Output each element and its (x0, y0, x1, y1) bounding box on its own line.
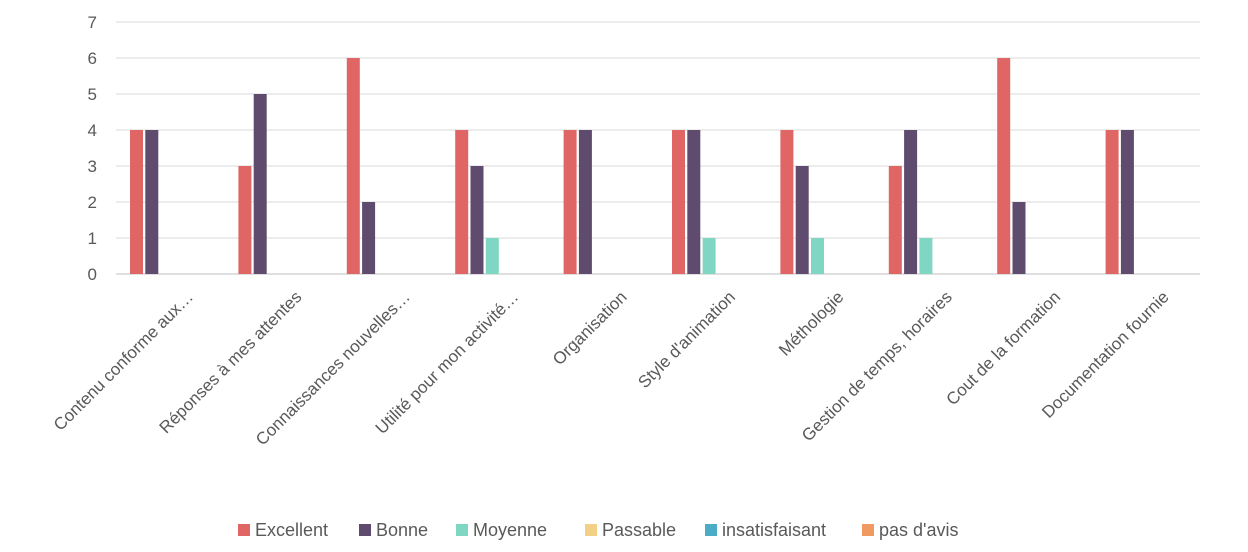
legend-swatch (359, 524, 371, 536)
bar-moyenne (811, 238, 824, 274)
y-tick-label: 0 (88, 265, 97, 284)
bar-bonne (1120, 130, 1134, 274)
bar-excellent (1105, 130, 1119, 274)
bar-excellent (563, 130, 577, 274)
bar-excellent (346, 58, 360, 274)
bar-excellent (238, 166, 252, 274)
legend-swatch (456, 524, 468, 536)
bar-moyenne (485, 238, 499, 274)
legend-label: Bonne (376, 520, 428, 540)
x-axis-ticks: Contenu conforme aux…Réponses à mes atte… (50, 287, 1173, 449)
y-tick-label: 6 (88, 49, 97, 68)
y-tick-label: 7 (88, 13, 97, 32)
bar-bonne (470, 166, 484, 274)
x-tick-label: Organisation (549, 287, 631, 369)
bar-excellent (455, 130, 469, 274)
legend: Excellent Bonne Moyenne Passable insatisfais… (238, 520, 958, 540)
bar-excellent (672, 130, 685, 274)
x-tick-label: Documentation fournie (1038, 287, 1172, 421)
legend-swatch (238, 524, 250, 536)
bar-excellent (888, 166, 902, 274)
gridlines (116, 21, 1200, 275)
bar-bonne (253, 94, 267, 274)
legend-label: insatisfaisant (722, 520, 826, 540)
bar-bonne (1012, 202, 1026, 274)
bar-moyenne (919, 238, 933, 274)
bar-bonne (904, 130, 918, 274)
bar-bonne (795, 166, 809, 274)
bar-bonne (578, 130, 592, 274)
bar-bonne (362, 202, 376, 274)
bar-bonne (145, 130, 159, 274)
y-tick-label: 2 (88, 193, 97, 212)
y-tick-label: 3 (88, 157, 97, 176)
bar-bonne (687, 130, 701, 274)
legend-swatch (585, 524, 597, 536)
x-tick-label: Cout de la formation (943, 287, 1065, 409)
y-axis-ticks: 0 1 2 3 4 5 6 7 (88, 13, 97, 284)
legend-swatch (705, 524, 717, 536)
bar-excellent (997, 58, 1011, 274)
legend-label: Passable (602, 520, 676, 540)
x-tick-label: Méthologie (775, 287, 847, 359)
bar-moyenne (702, 238, 716, 274)
legend-label: pas d'avis (879, 520, 958, 540)
legend-label: Moyenne (473, 520, 547, 540)
bar-excellent (130, 130, 143, 274)
x-tick-label: Style d'animation (634, 287, 739, 392)
legend-swatch (862, 524, 874, 536)
legend-label: Excellent (255, 520, 328, 540)
y-tick-label: 5 (88, 85, 97, 104)
y-tick-label: 1 (88, 229, 97, 248)
bar-excellent (780, 130, 794, 274)
bars (130, 58, 1134, 274)
y-tick-label: 4 (88, 121, 97, 140)
